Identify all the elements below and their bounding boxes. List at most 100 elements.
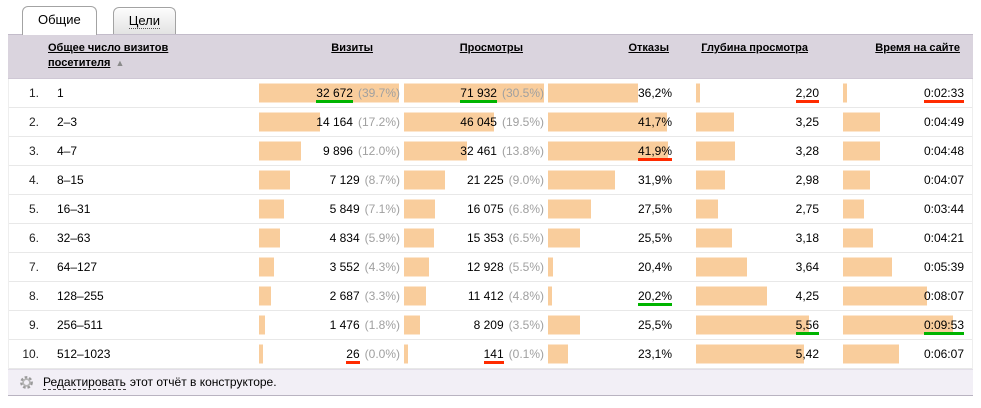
column-header-bounces: Отказы xyxy=(547,41,675,56)
depth-value: 3,18 xyxy=(795,230,819,245)
sort-link-bounces[interactable]: Отказы xyxy=(628,42,669,54)
bounce-bar xyxy=(548,141,668,161)
visits-percent: (17.2%) xyxy=(357,114,400,129)
depth-cell: 3,18 xyxy=(696,224,823,252)
visits-percent: (1.8%) xyxy=(364,317,400,332)
visits-cell: 26 (0.0%) xyxy=(259,340,404,368)
time-value: 0:08:07 xyxy=(923,288,964,303)
depth-value: 5,56 xyxy=(795,317,819,335)
row-number: 4. xyxy=(28,172,39,187)
visits-cell: 32 672 (39.7%) xyxy=(259,79,404,107)
visits-bar xyxy=(259,170,290,190)
column-header-time: Время на сайте xyxy=(842,41,967,56)
sort-link-visits[interactable]: Визиты xyxy=(331,42,373,54)
bounce-bar xyxy=(548,83,638,103)
visits-cell: 7 129 (8.7%) xyxy=(259,166,404,194)
depth-cell: 2,20 xyxy=(696,79,823,107)
bounce-value: 41,9% xyxy=(637,143,672,161)
depth-value: 3,25 xyxy=(795,114,819,129)
visits-value: 4 834 (5.9%) xyxy=(329,230,400,245)
tab-obshchie[interactable]: Общие xyxy=(22,6,97,35)
sort-link-dimension[interactable]: Общее число визитов посетителя xyxy=(48,42,169,69)
table-row: 7. 64–127 3 552 (4.3%) 12 928 (5.5%) 20,4% 3,64… xyxy=(9,253,972,282)
time-bar xyxy=(843,257,892,277)
bounce-bar xyxy=(548,170,615,190)
bounce-bar xyxy=(548,112,667,132)
bounce-value: 27,5% xyxy=(637,201,672,216)
tab-tseli[interactable]: Цели xyxy=(112,7,177,34)
views-percent: (5.5%) xyxy=(508,259,544,274)
visits-percent: (5.9%) xyxy=(364,230,400,245)
row-label: 1 xyxy=(57,85,64,100)
time-bar xyxy=(843,199,864,219)
sort-arrow-icon: ▲ xyxy=(115,57,125,68)
views-percent: (3.5%) xyxy=(508,317,544,332)
row-number: 9. xyxy=(28,317,39,332)
row-number: 5. xyxy=(28,201,39,216)
views-percent: (6.8%) xyxy=(508,201,544,216)
row-label: 128–255 xyxy=(57,288,104,303)
table-row: 4. 8–15 7 129 (8.7%) 21 225 (9.0%) 31,9% 2,98 0:… xyxy=(9,166,972,195)
depth-cell: 2,75 xyxy=(696,195,823,223)
edit-report-link[interactable]: Редактировать xyxy=(43,374,126,390)
time-cell: 0:04:49 xyxy=(843,108,968,136)
depth-cell: 3,64 xyxy=(696,253,823,281)
bounce-cell: 20,4% xyxy=(548,253,676,281)
time-cell: 0:05:39 xyxy=(843,253,968,281)
visits-value: 9 896 (12.0%) xyxy=(322,143,400,158)
visits-percent: (0.0%) xyxy=(364,346,400,361)
views-value: 71 932 (30.5%) xyxy=(460,85,544,103)
visits-value: 32 672 (39.7%) xyxy=(316,85,400,103)
visits-cell: 4 834 (5.9%) xyxy=(259,224,404,252)
bounce-value: 31,9% xyxy=(637,172,672,187)
views-value: 46 045 (19.5%) xyxy=(460,114,544,129)
views-value: 15 353 (6.5%) xyxy=(466,230,544,245)
views-percent: (19.5%) xyxy=(501,114,544,129)
views-cell: 46 045 (19.5%) xyxy=(404,108,548,136)
column-header-views: Просмотры xyxy=(403,41,547,56)
sort-link-depth[interactable]: Глубина просмотра xyxy=(701,42,808,54)
time-bar xyxy=(843,112,880,132)
sort-link-views[interactable]: Просмотры xyxy=(459,42,523,54)
depth-bar xyxy=(696,257,747,277)
visits-cell: 9 896 (12.0%) xyxy=(259,137,404,165)
visits-cell: 3 552 (4.3%) xyxy=(259,253,404,281)
row-label: 16–31 xyxy=(57,201,91,216)
depth-bar xyxy=(696,344,804,364)
tab-bar: Общие Цели xyxy=(8,5,973,35)
depth-cell: 3,28 xyxy=(696,137,823,165)
visits-bar xyxy=(259,286,271,306)
time-cell: 0:06:07 xyxy=(843,340,968,368)
bounce-cell: 27,5% xyxy=(548,195,676,223)
time-value: 0:09:53 xyxy=(923,317,964,335)
sort-link-time[interactable]: Время на сайте xyxy=(875,42,960,54)
gear-icon xyxy=(20,375,33,389)
visits-cell: 1 476 (1.8%) xyxy=(259,311,404,339)
time-value: 0:04:07 xyxy=(923,172,964,187)
views-cell: 141 (0.1%) xyxy=(404,340,548,368)
depth-value: 2,98 xyxy=(795,172,819,187)
views-value: 141 (0.1%) xyxy=(483,346,544,364)
time-value: 0:06:07 xyxy=(923,346,964,361)
views-percent: (13.8%) xyxy=(501,143,544,158)
bounce-cell: 31,9% xyxy=(548,166,676,194)
table-row: 5. 16–31 5 849 (7.1%) 16 075 (6.8%) 27,5% 2,75 0… xyxy=(9,195,972,224)
visits-percent: (12.0%) xyxy=(357,143,400,158)
views-value: 11 412 (4.8%) xyxy=(467,288,544,303)
row-number: 10. xyxy=(22,346,39,361)
row-number: 8. xyxy=(28,288,39,303)
bounce-cell: 25,5% xyxy=(548,224,676,252)
visits-cell: 14 164 (17.2%) xyxy=(259,108,404,136)
time-bar xyxy=(843,170,870,190)
bounce-bar xyxy=(548,257,553,277)
visits-value: 1 476 (1.8%) xyxy=(329,317,400,332)
visits-value: 14 164 (17.2%) xyxy=(316,114,400,129)
views-cell: 11 412 (4.8%) xyxy=(404,282,548,310)
views-bar xyxy=(404,83,544,103)
depth-bar xyxy=(696,199,718,219)
time-bar xyxy=(843,315,953,335)
visits-percent: (8.7%) xyxy=(364,172,400,187)
visits-bar xyxy=(259,257,274,277)
views-cell: 21 225 (9.0%) xyxy=(404,166,548,194)
bounce-bar xyxy=(548,344,568,364)
